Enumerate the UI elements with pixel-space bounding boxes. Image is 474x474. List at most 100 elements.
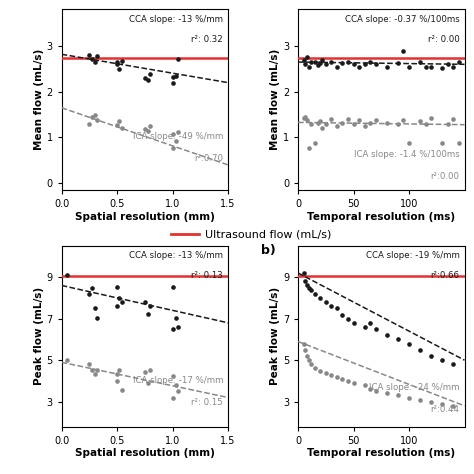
Text: r²:0.44: r²:0.44 [430,405,459,414]
Point [301,61,309,68]
Point [88,284,95,292]
Point [372,325,380,333]
Point [350,120,357,128]
Point [383,119,391,127]
Point [169,130,176,137]
Point [301,277,309,285]
Point [422,120,429,128]
Point [301,113,309,121]
Point [91,58,99,66]
Point [300,56,307,64]
Y-axis label: Mean flow (mL/s): Mean flow (mL/s) [34,49,44,150]
Point [416,396,424,403]
Point [344,115,352,123]
Point [93,314,101,321]
Text: CCA slope: -0.37 %/100ms: CCA slope: -0.37 %/100ms [345,15,459,24]
Text: ICA slope: -1.4 %/100ms: ICA slope: -1.4 %/100ms [354,150,459,159]
Point [305,356,313,364]
Point [366,319,374,327]
Point [118,125,125,132]
Point [416,58,424,66]
Point [300,269,307,277]
Point [118,386,125,393]
Point [438,400,446,408]
Point [141,368,149,376]
Point [450,361,457,368]
Point [116,65,123,73]
Point [93,366,101,374]
Text: ICA slope: -49 %/mm: ICA slope: -49 %/mm [133,132,223,141]
Point [303,282,310,289]
Point [91,111,99,118]
Point [146,366,154,374]
Point [174,55,182,63]
Point [169,144,176,151]
Point [113,121,121,128]
Point [113,378,121,385]
Point [405,63,413,71]
Point [450,63,457,71]
Point [455,139,463,147]
Point [338,119,346,127]
Point [141,74,149,82]
Point [145,127,152,135]
Point [328,371,335,379]
Point [322,61,329,68]
Point [308,361,315,368]
Point [438,139,446,147]
Point [141,126,149,133]
Point [116,118,123,125]
Point [328,302,335,310]
Point [303,352,310,360]
Y-axis label: Mean flow (mL/s): Mean flow (mL/s) [270,49,280,150]
Point [169,283,176,291]
Point [350,379,357,387]
Text: r²: 0.13: r²: 0.13 [191,271,223,280]
Point [383,331,391,339]
Point [383,390,391,397]
Text: CCA slope: -13 %/mm: CCA slope: -13 %/mm [129,251,223,260]
Point [383,63,391,71]
Point [169,373,176,380]
Point [308,120,315,128]
Point [113,283,121,291]
Point [91,304,99,312]
Point [174,323,182,331]
Text: r²: 0.32: r²: 0.32 [191,35,223,44]
Point [86,290,93,298]
Point [328,58,335,66]
Point [169,394,176,402]
Point [338,60,346,67]
Point [116,294,123,302]
Point [303,116,310,124]
Point [64,271,71,279]
Point [86,51,93,59]
Point [88,366,95,374]
Point [118,57,125,64]
Point [317,367,324,374]
Point [145,380,152,387]
Point [366,119,374,127]
Point [308,58,315,66]
X-axis label: Spatial resolution (mm): Spatial resolution (mm) [75,212,215,222]
Y-axis label: Peak flow (mL/s): Peak flow (mL/s) [34,287,44,385]
Point [438,356,446,364]
Text: ICA slope: -17 %/mm: ICA slope: -17 %/mm [133,376,223,385]
Point [93,52,101,60]
Point [322,369,329,376]
Text: r²:0.70: r²:0.70 [194,154,223,163]
Point [174,128,182,136]
Point [311,58,319,66]
Point [333,304,341,312]
Point [372,388,380,395]
Point [146,71,154,78]
Point [361,323,368,331]
Point [350,319,357,327]
Point [338,311,346,319]
Point [450,115,457,123]
Point [405,340,413,347]
Point [172,381,180,389]
Point [172,137,180,145]
Point [400,47,407,55]
Point [416,346,424,354]
